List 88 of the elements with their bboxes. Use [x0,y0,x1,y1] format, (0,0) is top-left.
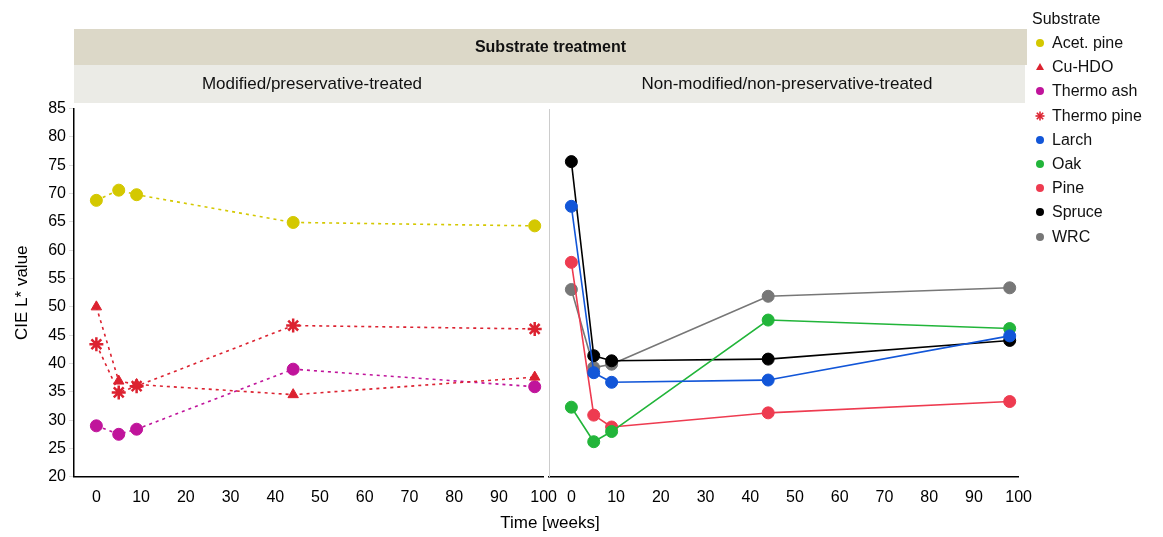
point [761,313,775,327]
y-tick-label: 25 [48,438,67,456]
point [113,374,125,385]
y-tick-label: 35 [48,382,67,400]
x-axis-title: Time [weeks] [499,513,601,533]
point [286,362,300,376]
point [112,427,126,441]
point [587,435,601,449]
legend-label: Spruce [1052,203,1103,222]
x-tick-label: 70 [875,487,894,505]
y-tick-label: 30 [48,410,67,428]
point [110,384,127,401]
y-tick-label: 55 [48,268,67,286]
point [529,370,541,381]
x-tick-label: 30 [221,487,240,505]
x-tick-label: 90 [490,487,508,505]
y-tick-label: 80 [48,127,67,145]
point [564,199,578,213]
chart-title: Substrate treatment [74,29,1027,65]
x-tick-label: 60 [355,487,374,505]
y-tick-label: 65 [48,212,67,230]
point [88,336,105,353]
point [130,377,143,388]
point [90,300,103,311]
y-tick-label: 20 [48,467,67,485]
point [130,422,144,436]
x-tick-label: 10 [132,487,151,505]
point [761,373,775,387]
x-tick-label: 10 [607,487,626,505]
legend-label: Thermo pine [1052,106,1142,125]
point [284,317,302,334]
legend-label: Pine [1052,179,1085,198]
point [587,366,601,380]
x-tick-label: 90 [965,487,983,505]
point [605,425,619,439]
point [1003,395,1017,409]
y-tick-label: 75 [48,155,67,173]
legend-label: Oak [1052,155,1082,174]
point [1003,329,1017,343]
x-tick-label: 60 [830,487,849,505]
y-tick-label: 45 [48,325,67,343]
y-tick-label: 60 [48,240,67,258]
point [761,352,775,366]
legend-label: Thermo ash [1052,82,1138,101]
x-tick-label: 20 [176,487,195,505]
point [1003,281,1017,295]
legend-label: WRC [1052,227,1091,246]
legend-label: Acet. pine [1052,34,1124,53]
point [528,380,542,394]
point [587,408,601,422]
x-tick-label: 80 [445,487,464,505]
x-tick-label: 100 [1005,487,1033,505]
x-tick-label: 40 [266,487,285,505]
x-tick-label: 100 [530,487,558,505]
x-tick-label: 0 [566,487,576,505]
y-tick-label: 85 [48,99,67,117]
point [564,155,578,169]
point [128,377,145,395]
x-tick-label: 70 [400,487,419,505]
legend-label: Larch [1052,130,1093,149]
y-tick-label: 70 [48,183,67,201]
point [89,193,103,207]
point [112,183,126,197]
x-tick-label: 50 [786,487,805,505]
y-tick-label: 40 [48,353,67,371]
x-tick-label: 50 [311,487,330,505]
point [564,400,578,414]
point [528,219,542,233]
point [286,215,300,229]
point [761,406,775,420]
chart-subtitle: Non-modified/non-preservative-treated [549,65,1025,103]
legend-label: Cu-HDO [1052,58,1114,77]
point [761,289,775,303]
point [287,388,299,399]
point [89,419,103,433]
legend-title: Substrate [1032,10,1102,28]
y-tick-label: 50 [48,297,67,315]
point [130,188,144,202]
x-tick-label: 20 [651,487,670,505]
point [526,320,543,338]
point [564,255,578,269]
x-tick-label: 40 [741,487,760,505]
chart-subtitle: Modified/preservative-treated [74,65,550,103]
x-tick-label: 80 [920,487,939,505]
point [605,375,619,389]
y-axis-title: CIE L* value [11,245,31,340]
x-tick-label: 0 [91,487,101,505]
x-tick-label: 30 [696,487,715,505]
